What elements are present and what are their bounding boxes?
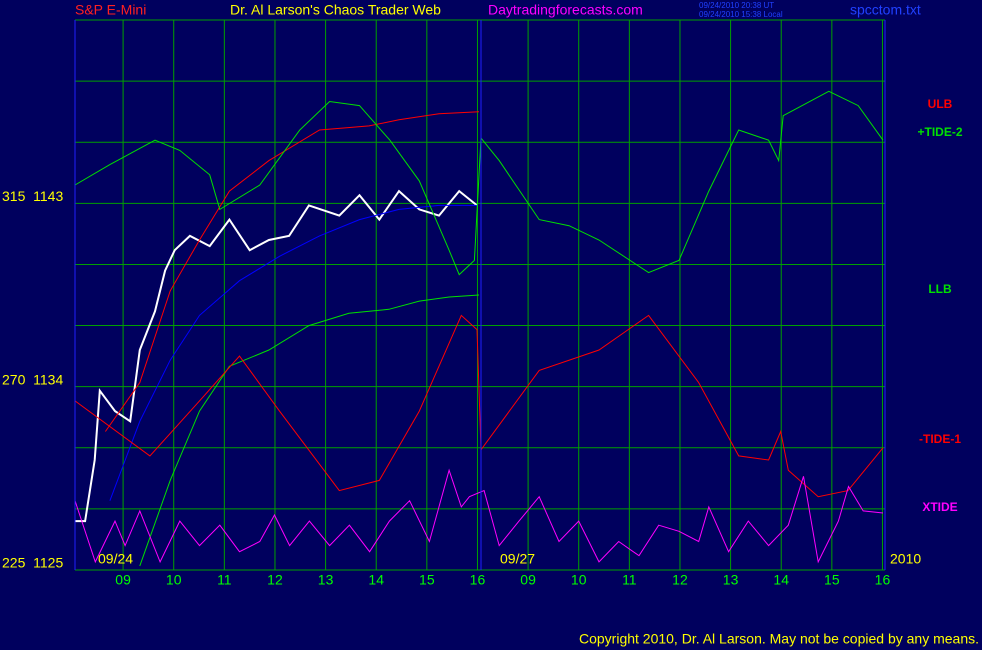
x-tick-label: 12 xyxy=(267,572,283,588)
series-line xyxy=(104,111,480,432)
timestamp: 09/24/2010 20:38 UT xyxy=(699,1,774,10)
legend-entry: ULB xyxy=(928,97,953,111)
x-tick-label: 13 xyxy=(318,572,334,588)
date-label: 09/24 xyxy=(98,551,133,567)
copyright: Copyright 2010, Dr. Al Larson. May not b… xyxy=(579,631,979,647)
series-line xyxy=(75,189,478,523)
legend-entry: -TIDE-1 xyxy=(919,432,961,446)
x-tick-label: 16 xyxy=(875,572,891,588)
x-tick-label: 16 xyxy=(470,572,486,588)
x-tick-label: 14 xyxy=(773,572,789,588)
x-tick-label: 10 xyxy=(166,572,182,588)
file-name: spcctom.txt xyxy=(850,2,921,18)
legend-entry: LLB xyxy=(928,282,952,296)
series-line xyxy=(109,204,477,501)
date-label: 09/27 xyxy=(500,551,535,567)
x-tick-label: 15 xyxy=(824,572,840,588)
site-name: Daytradingforecasts.com xyxy=(488,2,643,18)
series-line xyxy=(74,468,884,564)
y-tick-label: 225 1125 xyxy=(2,555,63,571)
grid xyxy=(75,19,885,571)
legend-entry: XTIDE xyxy=(922,500,957,514)
x-tick-label: 10 xyxy=(571,572,587,588)
series-line xyxy=(74,90,884,276)
series-lines xyxy=(74,90,884,567)
x-tick-label: 09 xyxy=(520,572,536,588)
x-tick-label: 12 xyxy=(672,572,688,588)
legend-entry: +TIDE-2 xyxy=(917,125,962,139)
x-tick-label: 14 xyxy=(368,572,384,588)
y-tick-label: 270 1134 xyxy=(2,371,63,387)
x-tick-label: 13 xyxy=(723,572,739,588)
x-tick-label: 11 xyxy=(217,572,232,588)
year-label: 2010 xyxy=(890,551,921,567)
chart-title: Dr. Al Larson's Chaos Trader Web xyxy=(230,2,441,18)
instrument-label: S&P E-Mini xyxy=(75,2,146,18)
x-tick-label: 11 xyxy=(622,572,637,588)
x-tick-label: 15 xyxy=(419,572,435,588)
series-line xyxy=(74,314,884,498)
timestamp: 09/24/2010 15:38 Local xyxy=(699,10,783,19)
series-line xyxy=(139,294,480,567)
y-tick-label: 315 1143 xyxy=(2,188,63,204)
x-tick-label: 09 xyxy=(115,572,131,588)
